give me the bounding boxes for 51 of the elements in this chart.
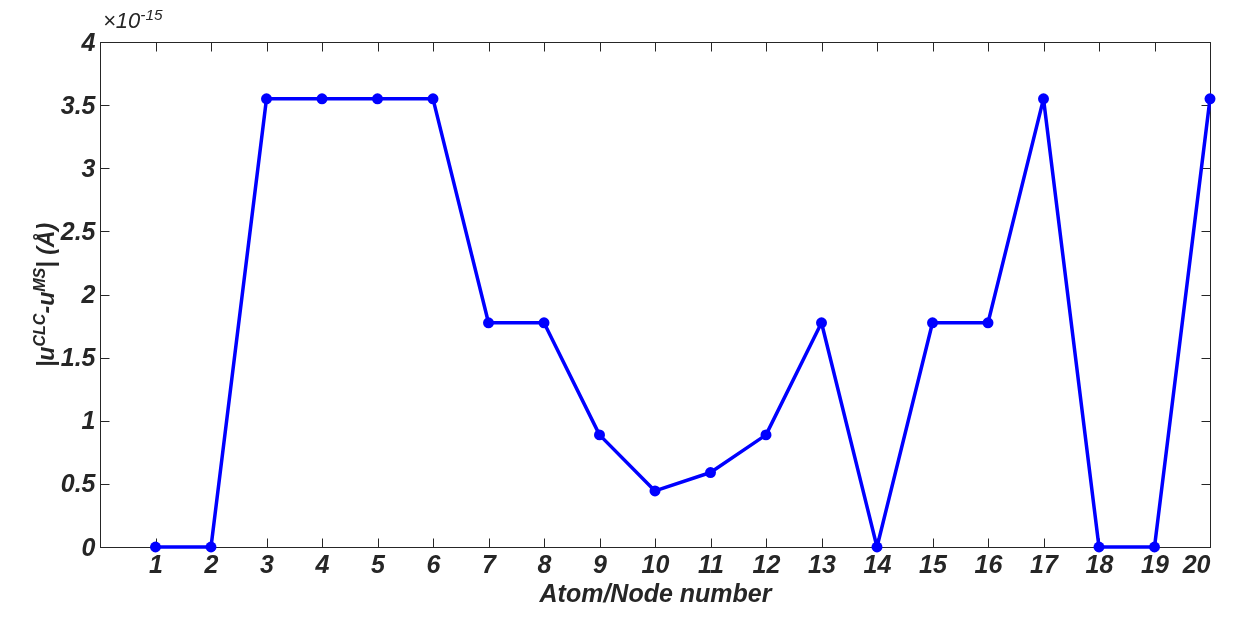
- point: [261, 93, 272, 105]
- y-tick-label: 2.5: [59, 216, 97, 245]
- x-tick-label: 12: [752, 549, 781, 578]
- y-tick-label: 2: [80, 280, 96, 308]
- x-tick-label: 7: [482, 549, 498, 578]
- x-tick-label: 16: [974, 549, 1004, 578]
- x-tick-label: 3: [260, 549, 275, 578]
- point: [705, 467, 716, 478]
- x-tick-label: 18: [1085, 549, 1114, 578]
- point: [316, 93, 328, 105]
- point: [927, 317, 938, 329]
- y-tick-label: 4: [80, 27, 96, 56]
- y-tick-label: 1: [81, 406, 96, 435]
- point: [372, 93, 383, 105]
- point: [483, 317, 494, 329]
- point: [538, 317, 550, 329]
- y-tick-label: 0.5: [60, 469, 97, 498]
- point: [1149, 541, 1160, 553]
- text: ×10$^{-15}$: [103, 6, 163, 35]
- point: [1038, 93, 1049, 105]
- point: [427, 93, 439, 105]
- point: [205, 541, 217, 553]
- x-tick-label: 19: [1141, 549, 1169, 578]
- x-tick-label: 10: [641, 549, 670, 578]
- point: [816, 317, 827, 329]
- x-tick-label: 17: [1030, 549, 1059, 578]
- point: [1093, 541, 1105, 553]
- x-tick-label: 8: [537, 549, 552, 578]
- y-tick-label: 3.5: [60, 90, 97, 119]
- point: [982, 317, 994, 329]
- y-tick-label: 3: [81, 153, 96, 182]
- x-tick-label: 4: [314, 549, 330, 578]
- x-axis-title: Atom/Node number: [538, 578, 773, 607]
- x-tick-label: 5: [371, 549, 387, 578]
- x-tick-label: 20: [1181, 549, 1211, 578]
- point: [649, 485, 661, 497]
- x-tick-label: 6: [426, 549, 442, 578]
- point: [760, 429, 772, 441]
- point: [150, 541, 161, 553]
- point: [871, 541, 883, 553]
- x-tick-label: 9: [593, 549, 608, 578]
- x-tick-label: 2: [203, 549, 219, 578]
- point: [1204, 93, 1216, 105]
- y-tick-label: 1.5: [60, 343, 97, 372]
- y-tick-label: 0: [81, 532, 96, 561]
- x-tick-label: 1: [149, 549, 163, 578]
- x-tick-label: 11: [698, 549, 724, 578]
- point: [594, 429, 605, 441]
- x-tick-label: 15: [919, 549, 948, 578]
- x-tick-label: 14: [863, 549, 892, 578]
- x-tick-label: 13: [808, 549, 836, 578]
